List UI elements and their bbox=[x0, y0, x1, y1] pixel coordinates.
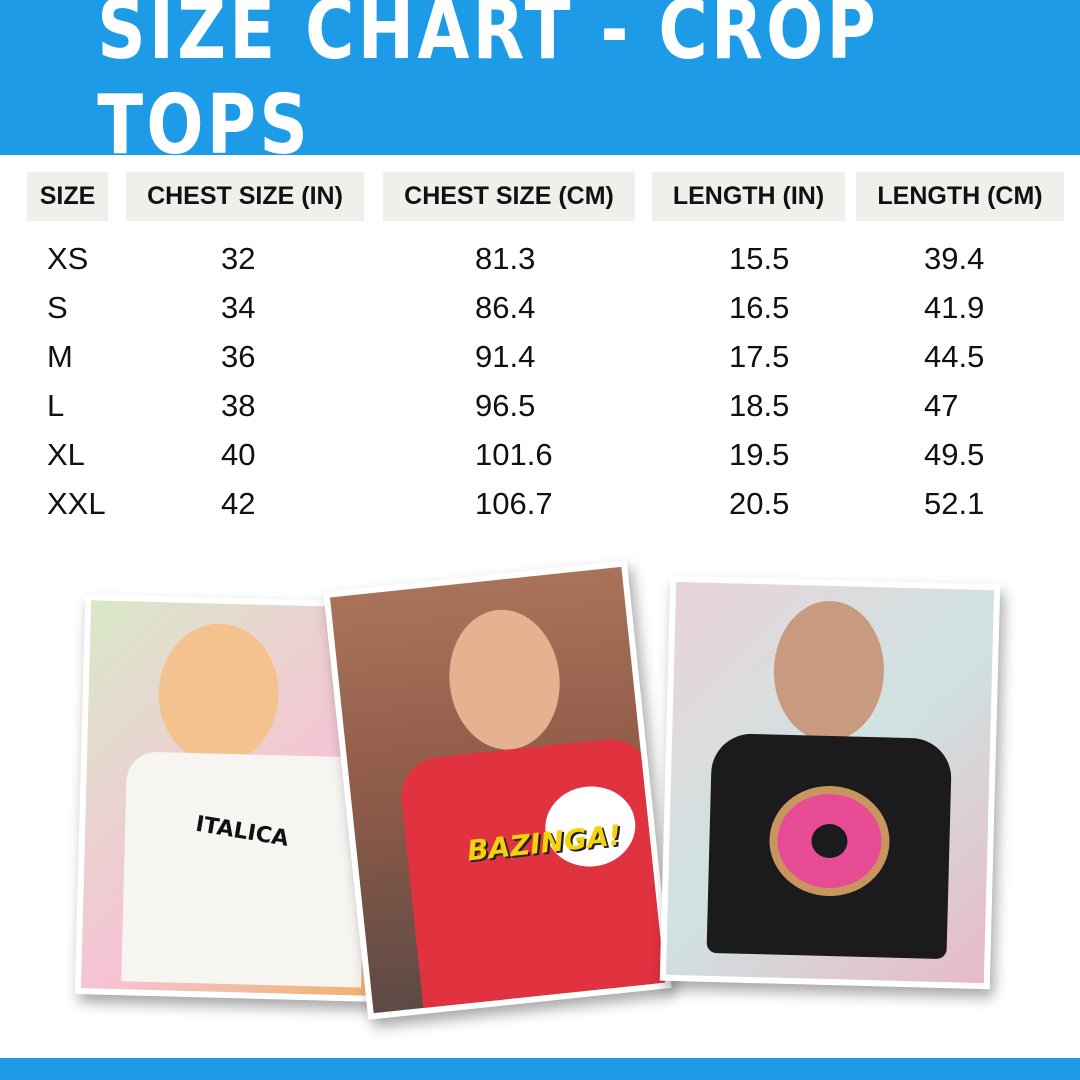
table-cell: 15.5 bbox=[729, 241, 790, 276]
table-cell: 36 bbox=[221, 339, 256, 374]
table-cell: 39.4 bbox=[924, 241, 985, 276]
model-photo-3 bbox=[659, 575, 1001, 990]
column-header: SIZE bbox=[27, 172, 108, 221]
table-cell: M bbox=[47, 339, 73, 374]
table-cell: 44.5 bbox=[924, 339, 985, 374]
model-photo-2: BAZINGA! bbox=[323, 560, 672, 1020]
table-cell: 19.5 bbox=[729, 437, 790, 472]
table-cell: 47 bbox=[924, 388, 959, 423]
column-header: LENGTH (CM) bbox=[856, 172, 1064, 221]
table-cell: 40 bbox=[221, 437, 256, 472]
table-cell: 17.5 bbox=[729, 339, 790, 374]
table-cell: 101.6 bbox=[475, 437, 553, 472]
table-cell: 16.5 bbox=[729, 290, 790, 325]
column-header: CHEST SIZE (CM) bbox=[383, 172, 635, 221]
column-header: CHEST SIZE (IN) bbox=[126, 172, 364, 221]
table-cell: L bbox=[47, 388, 65, 423]
column-header: LENGTH (IN) bbox=[652, 172, 845, 221]
table-cell: 18.5 bbox=[729, 388, 790, 423]
table-cell: 38 bbox=[221, 388, 256, 423]
table-cell: 86.4 bbox=[475, 290, 536, 325]
table-cell: 42 bbox=[221, 486, 256, 521]
table-cell: 41.9 bbox=[924, 290, 985, 325]
table-cell: 81.3 bbox=[475, 241, 536, 276]
table-cell: S bbox=[47, 290, 68, 325]
table-cell: 34 bbox=[221, 290, 256, 325]
table-cell: 96.5 bbox=[475, 388, 536, 423]
table-cell: 32 bbox=[221, 241, 256, 276]
red-shirt bbox=[397, 735, 666, 1014]
table-cell: XXL bbox=[47, 486, 106, 521]
table-cell: 106.7 bbox=[475, 486, 553, 521]
page-title: SIZE CHART - CROP TOPS bbox=[97, 0, 880, 173]
table-cell: XS bbox=[47, 241, 89, 276]
table-cell: 91.4 bbox=[475, 339, 536, 374]
table-cell: 20.5 bbox=[729, 486, 790, 521]
table-cell: 52.1 bbox=[924, 486, 985, 521]
footer-bar bbox=[0, 1058, 1080, 1080]
header-banner: SIZE CHART - CROP TOPS bbox=[0, 0, 1080, 173]
white-shirt bbox=[121, 751, 368, 988]
table-cell: 49.5 bbox=[924, 437, 985, 472]
table-cell: XL bbox=[47, 437, 85, 472]
